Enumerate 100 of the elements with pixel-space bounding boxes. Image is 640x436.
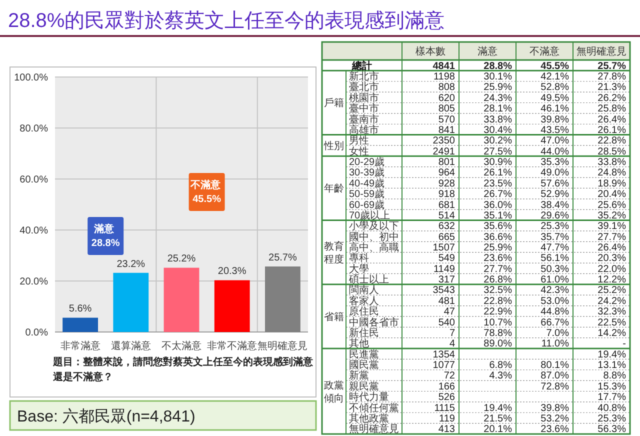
- category-label: 50-59歲: [349, 189, 385, 200]
- text: 39.1%: [598, 221, 626, 232]
- text: 10.7%: [484, 317, 512, 328]
- text: 21.5%: [484, 413, 512, 424]
- chart-title: 28.8%的民眾對於蔡英文上任至今的表現感到滿意: [8, 10, 445, 32]
- text: 35.6%: [484, 221, 512, 232]
- text: 26.1%: [598, 124, 626, 136]
- text: 39.8%: [540, 402, 569, 414]
- text: 481: [438, 296, 455, 307]
- y-tick-label: 20.0%: [20, 276, 48, 288]
- text: 35.2%: [598, 210, 626, 222]
- text: 25.8%: [598, 104, 626, 115]
- text: 540: [438, 317, 455, 328]
- text: 4841: [432, 60, 455, 72]
- text: 841: [438, 124, 455, 136]
- text: 25.9%: [484, 82, 512, 94]
- text: 25.7%: [598, 60, 626, 72]
- text: 42.1%: [540, 72, 569, 83]
- category-label: 樣本數: [416, 46, 446, 58]
- bar: [264, 266, 300, 332]
- text: 47: [444, 306, 455, 318]
- category-label: 專科: [349, 253, 369, 264]
- text: 47.7%: [540, 242, 569, 254]
- category-label: 民進黨: [349, 349, 379, 360]
- category-label: 其他政黨: [349, 413, 389, 424]
- text: 56.3%: [598, 424, 626, 436]
- bar: [214, 280, 250, 332]
- text: 36.6%: [484, 232, 512, 243]
- text: 56.1%: [540, 253, 569, 264]
- text: 526: [438, 392, 455, 404]
- text: 42.3%: [540, 285, 569, 296]
- text: 7: [449, 328, 455, 339]
- data-label: 23.2%: [116, 258, 146, 270]
- category-label: 碩士以上: [349, 274, 389, 286]
- category-label: 總計: [352, 60, 372, 72]
- text: 29.6%: [540, 210, 569, 222]
- text: 30.4%: [484, 124, 512, 136]
- text: 22.8%: [598, 136, 626, 147]
- text: 25.2%: [598, 285, 626, 296]
- category-label: 中國各省市: [349, 317, 399, 328]
- text: 24.8%: [598, 168, 626, 179]
- text: 26.8%: [484, 274, 512, 286]
- annotation: 滿意 28.8%: [91, 223, 120, 249]
- category-label: 無明確意見: [349, 424, 399, 436]
- text: 50.3%: [540, 264, 569, 275]
- text: 11.0%: [541, 338, 569, 350]
- text: 30.9%: [484, 157, 512, 168]
- text: 32.3%: [598, 306, 626, 318]
- data-label: 20.3%: [218, 266, 246, 278]
- text: 26.4%: [598, 242, 626, 254]
- category-label: 大學: [349, 264, 369, 275]
- text: 23.5%: [484, 178, 512, 190]
- text: 918: [438, 189, 455, 200]
- x-tick-label: 無明確意見: [258, 340, 308, 352]
- text: 3543: [432, 285, 455, 296]
- text: 22.5%: [598, 317, 626, 328]
- category-label: 不滿意: [530, 46, 560, 58]
- text: 18.9%: [598, 178, 626, 190]
- category-label: 戶籍: [324, 98, 344, 110]
- text: Base: 六都民眾(n=4,841): [17, 408, 196, 426]
- text: 43.5%: [540, 124, 569, 136]
- category-label: 親民黨: [349, 381, 379, 392]
- text: 44.0%: [540, 146, 569, 158]
- text: 13.1%: [598, 360, 626, 372]
- text: 22.8%: [484, 296, 512, 307]
- text: 317: [438, 274, 455, 286]
- text: 2491: [432, 146, 455, 158]
- text: 549: [438, 253, 455, 264]
- text: 964: [438, 168, 455, 179]
- text: 33.8%: [484, 114, 512, 126]
- text: 32.5%: [484, 285, 512, 296]
- category-label: 20-29歲: [349, 157, 385, 168]
- category-label: 不傾任何黨: [349, 402, 399, 414]
- text: 28.8%: [484, 60, 512, 72]
- x-tick-label: 非常不滿意: [207, 340, 258, 352]
- category-label: 40-49歲: [349, 178, 385, 190]
- category-label: 高雄市: [349, 124, 379, 136]
- text: 61.0%: [540, 274, 569, 286]
- text: 78.8%: [484, 328, 512, 339]
- category-label: 原住民: [349, 306, 379, 318]
- text: 1077: [432, 360, 455, 372]
- text: 44.8%: [540, 306, 569, 318]
- text: 47.0%: [540, 136, 569, 147]
- text: 35.1%: [484, 210, 512, 222]
- text: 20.1%: [484, 424, 512, 436]
- category-label: 國民黨: [349, 360, 379, 372]
- text: 23.6%: [540, 424, 569, 436]
- category-label: 時代力量: [349, 392, 389, 404]
- text: 2350: [432, 136, 455, 147]
- text: 413: [438, 424, 455, 436]
- text: 22.0%: [598, 264, 626, 275]
- text: 27.7%: [484, 264, 512, 275]
- category-label: 性別: [324, 140, 344, 152]
- text: 80.1%: [540, 360, 569, 372]
- text: -: [622, 338, 626, 350]
- category-label: 臺北市: [349, 82, 379, 94]
- text: 20.3%: [598, 253, 626, 264]
- text: 53.0%: [540, 296, 569, 307]
- text: 57.6%: [540, 178, 569, 190]
- text: 7.0%: [546, 328, 569, 339]
